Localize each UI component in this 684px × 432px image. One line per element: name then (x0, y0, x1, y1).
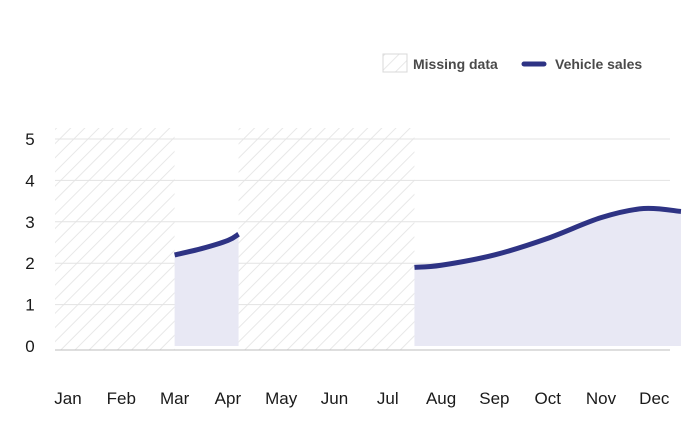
x-axis: Jan Feb Mar Apr May Jun Jul Aug Sep Oct Nov Dec (54, 389, 670, 408)
missing-data-region-2 (238, 128, 415, 350)
series-area-segment-2 (414, 208, 681, 346)
missing-data-region-1 (55, 128, 175, 350)
x-tick-label: Jan (54, 389, 81, 408)
legend: Missing data Vehicle sales (382, 53, 642, 73)
y-tick-label: 3 (25, 213, 34, 232)
plot-area (55, 128, 682, 351)
series-line-segment-1 (174, 232, 240, 258)
legend-series-label: Vehicle sales (555, 56, 642, 72)
x-tick-label: Jun (321, 389, 348, 408)
y-tick-label: 5 (25, 130, 34, 149)
x-tick-label: Jul (377, 389, 399, 408)
x-tick-label: May (265, 389, 298, 408)
y-tick-label: 1 (25, 296, 34, 315)
x-tick-label: Nov (586, 389, 617, 408)
x-tick-label: Sep (479, 389, 509, 408)
y-tick-label: 0 (25, 337, 34, 356)
series-line-segment-2 (414, 205, 682, 270)
x-tick-label: Dec (639, 389, 670, 408)
legend-missing-swatch (382, 53, 408, 73)
y-tick-label: 2 (25, 254, 34, 273)
x-tick-label: Feb (107, 389, 136, 408)
x-tick-label: Aug (426, 389, 456, 408)
y-axis: 0 1 2 3 4 5 (25, 130, 34, 356)
series-area-segment-1 (174, 234, 239, 346)
legend-missing-label: Missing data (413, 56, 498, 72)
x-tick-label: Oct (534, 389, 561, 408)
x-tick-label: Apr (215, 389, 242, 408)
y-tick-label: 4 (25, 171, 34, 190)
x-tick-label: Mar (160, 389, 190, 408)
